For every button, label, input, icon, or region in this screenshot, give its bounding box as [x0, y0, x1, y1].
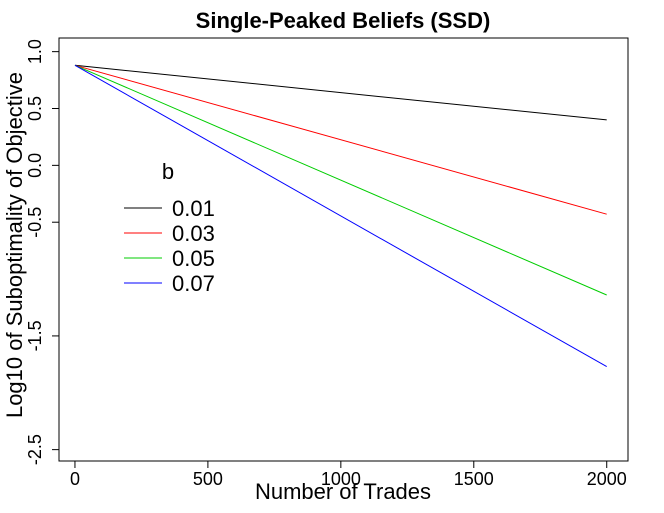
plot-area-frame	[58, 37, 629, 462]
y-tick-label: -0.5	[25, 207, 45, 238]
x-tick-label: 1500	[454, 469, 494, 489]
series-line-1	[74, 64, 607, 215]
series-line-0	[74, 64, 607, 121]
x-tick-label: 500	[193, 469, 223, 489]
y-tick-label: 1.0	[25, 39, 45, 64]
y-tick-label: 0.0	[25, 153, 45, 178]
x-tick-label: 0	[70, 469, 80, 489]
series-line-3	[74, 64, 607, 368]
x-tick-label: 2000	[587, 469, 627, 489]
y-tick-label: -1.5	[25, 320, 45, 351]
series-line-2	[74, 64, 607, 296]
legend-entry-label: 0.03	[172, 221, 215, 246]
legend-entry-label: 0.07	[172, 271, 215, 296]
x-axis: 0 500 1000 1500 2000	[70, 460, 627, 489]
y-tick-label: -2.5	[25, 434, 45, 465]
legend-entry-label: 0.05	[172, 246, 215, 271]
y-axis: 1.0 0.5 0.0 -0.5 -1.5 -2.5	[25, 39, 60, 465]
y-tick-label: 0.5	[25, 96, 45, 121]
legend-entry-label: 0.01	[172, 196, 215, 221]
legend: b 0.010.030.050.07	[124, 159, 215, 296]
y-axis-label: Log10 of Suboptimality of Objective	[2, 72, 27, 418]
series-layer	[74, 64, 607, 368]
x-tick-label: 1000	[321, 469, 361, 489]
x-axis-label: Number of Trades	[255, 479, 431, 504]
chart-title: Single-Peaked Beliefs (SSD)	[196, 8, 491, 33]
legend-title: b	[162, 159, 174, 184]
